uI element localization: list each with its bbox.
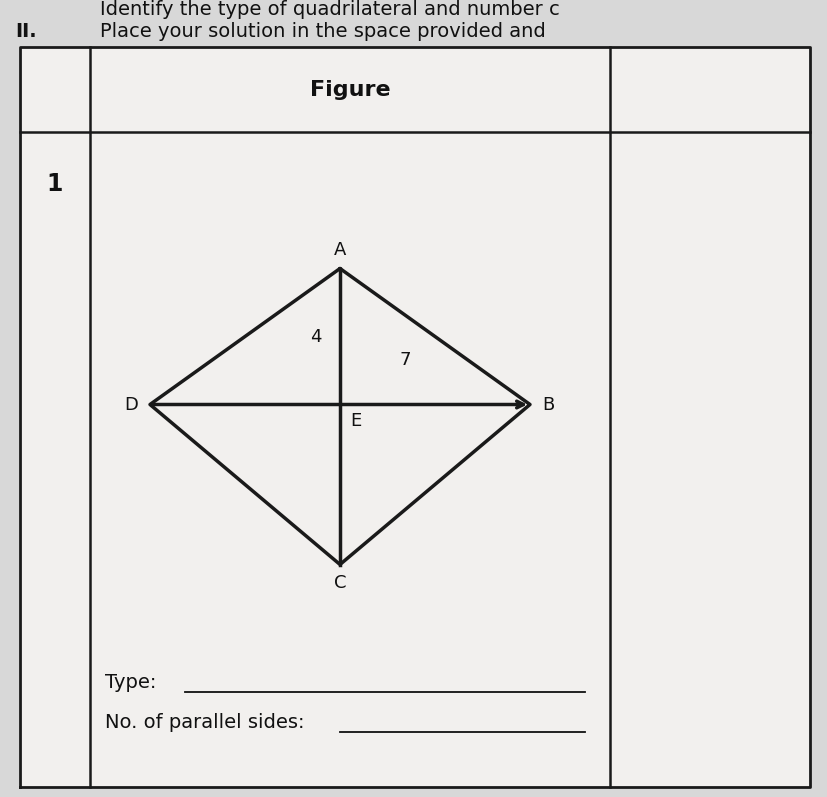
Text: 1: 1 [47,172,63,196]
Text: C: C [333,575,346,592]
Text: Identify the type of quadrilateral and number c: Identify the type of quadrilateral and n… [100,0,559,19]
Text: Type:: Type: [105,673,156,692]
Text: Place your solution in the space provided and: Place your solution in the space provide… [100,22,545,41]
Polygon shape [20,47,809,787]
Text: E: E [350,413,361,430]
Text: 4: 4 [310,328,322,346]
Polygon shape [20,47,809,132]
Text: 7: 7 [399,351,411,368]
Text: Figure: Figure [309,80,390,100]
Text: D: D [124,395,138,414]
Text: A: A [333,241,346,258]
Text: II.: II. [15,22,36,41]
Text: No. of parallel sides:: No. of parallel sides: [105,713,304,732]
Text: B: B [542,395,553,414]
